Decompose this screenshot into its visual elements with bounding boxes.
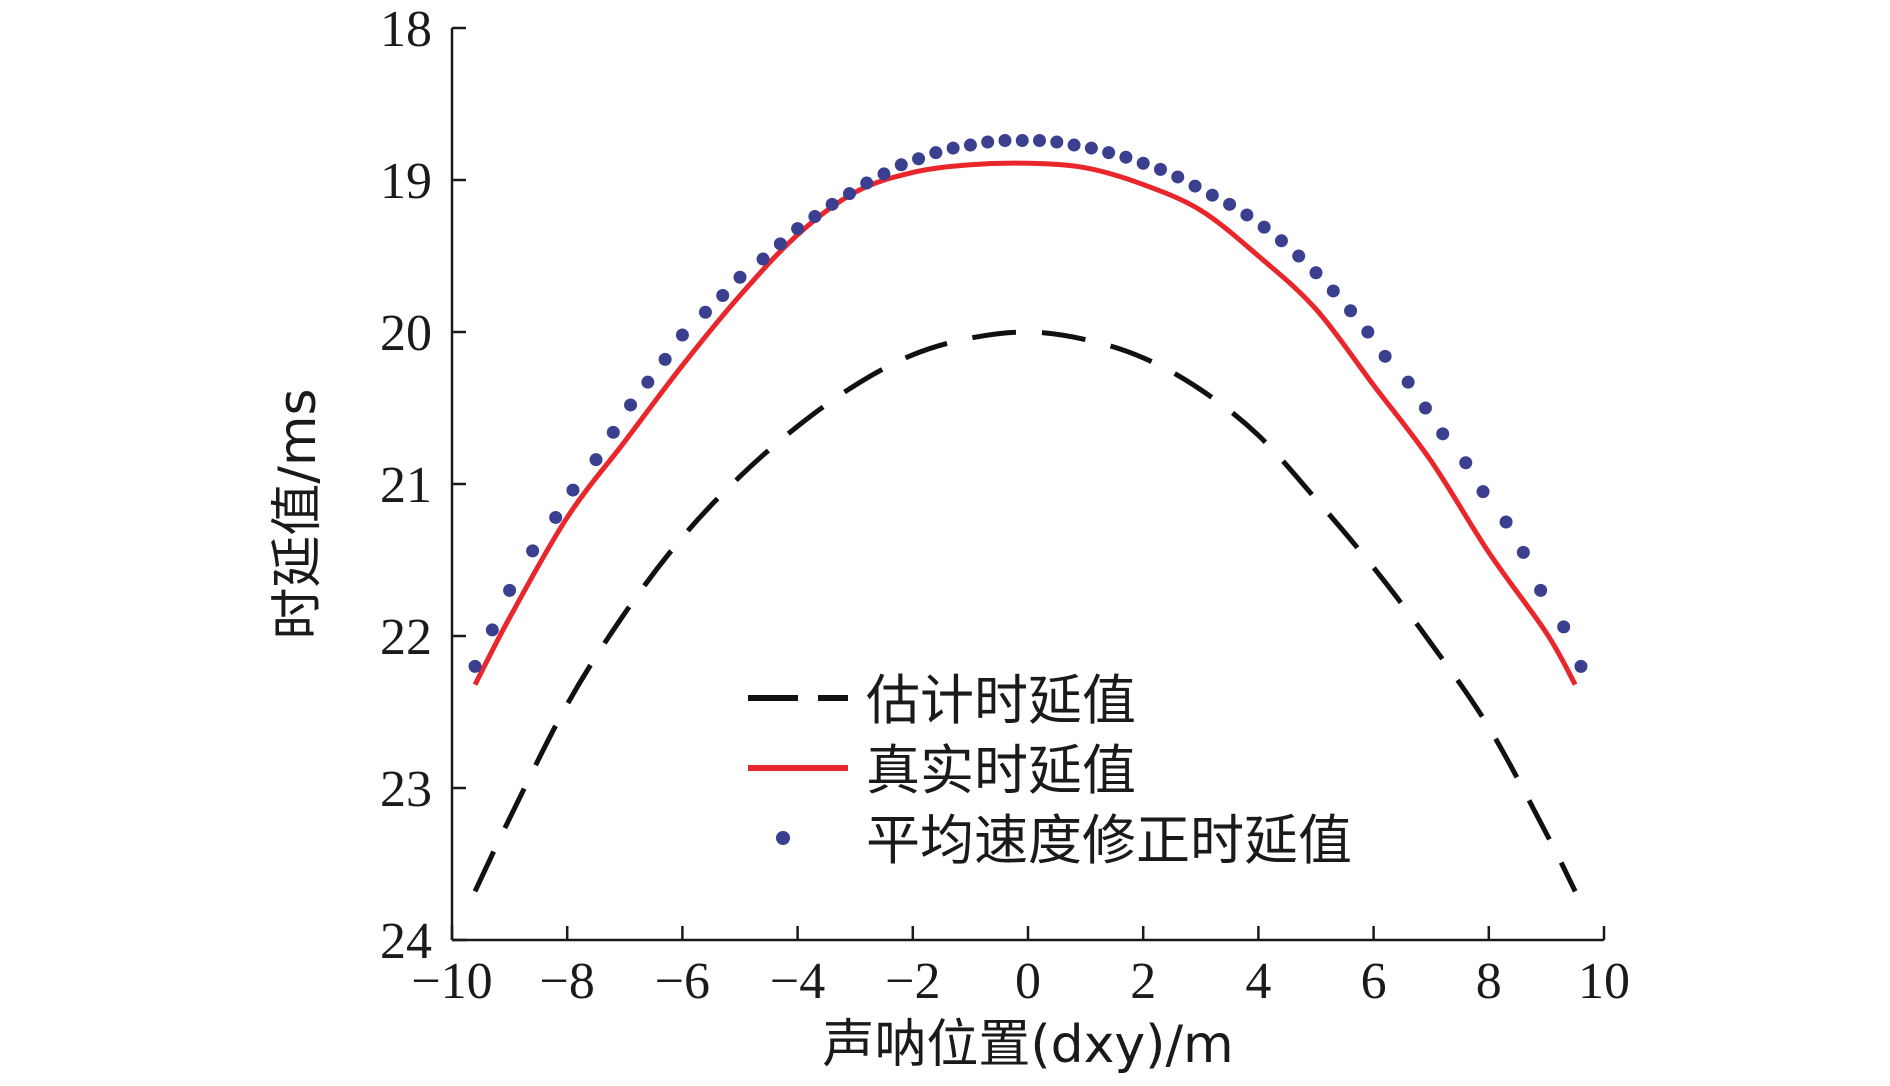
data-point [773, 237, 787, 251]
x-tick-label: 10 [1578, 953, 1630, 1010]
data-point [1309, 266, 1323, 280]
data-point [468, 659, 482, 673]
data-point [912, 152, 926, 166]
data-point [808, 209, 822, 223]
series-2 [472, 160, 1578, 686]
data-point [716, 289, 730, 303]
x-tick-label: −2 [885, 953, 940, 1010]
x-tick-label: 2 [1130, 953, 1156, 1010]
data-point [698, 305, 712, 319]
y-tick-label: 19 [380, 153, 432, 210]
data-point [842, 187, 856, 201]
data-point [1188, 179, 1202, 193]
data-point [1171, 170, 1185, 184]
x-tick-label: 0 [1015, 953, 1041, 1010]
data-point [825, 197, 839, 211]
data-point [946, 141, 960, 155]
data-point [549, 510, 563, 524]
x-tick-label: −4 [770, 953, 825, 1010]
data-point [1205, 188, 1219, 202]
data-point [1223, 197, 1237, 211]
data-point [1153, 162, 1167, 176]
data-point [1326, 284, 1340, 298]
data-point [1119, 150, 1133, 164]
series-1 [472, 329, 1578, 893]
legend-label: 估计时延值 [866, 669, 1136, 732]
data-point [1499, 515, 1513, 529]
y-tick-label: 21 [380, 457, 432, 514]
data-point [1084, 141, 1098, 155]
legend-item: 估计时延值 [748, 669, 1136, 732]
data-point [485, 623, 499, 637]
data-point [1274, 234, 1288, 248]
y-tick-label: 18 [380, 1, 432, 58]
data-point [1240, 208, 1254, 222]
data-point [791, 222, 805, 236]
data-point [981, 135, 995, 149]
data-point [998, 133, 1012, 147]
y-tick-label: 20 [380, 305, 432, 362]
legend-swatch [776, 831, 790, 845]
data-point [1033, 133, 1047, 147]
data-point [1418, 401, 1432, 415]
series-line [472, 329, 1578, 893]
data-point [526, 544, 540, 558]
data-point [1292, 249, 1306, 263]
legend-item: 真实时延值 [748, 739, 1136, 802]
data-point [1102, 146, 1116, 160]
data-point [1067, 138, 1081, 152]
data-point [1516, 545, 1530, 559]
series-3 [468, 133, 1588, 673]
x-tick-label: −8 [540, 953, 595, 1010]
legend-item: 平均速度修正时延值 [776, 809, 1352, 872]
data-point [1534, 583, 1548, 597]
data-point [1436, 427, 1450, 441]
data-point [1050, 135, 1064, 149]
y-tick-label: 24 [380, 913, 432, 970]
x-tick-label: 6 [1361, 953, 1387, 1010]
data-point [503, 583, 517, 597]
x-axis-title: 声呐位置(dxy)/m [822, 1015, 1233, 1075]
data-point [641, 375, 655, 389]
data-point [1476, 485, 1490, 499]
data-point [658, 352, 672, 366]
data-point [1459, 456, 1473, 470]
data-point [1344, 304, 1358, 318]
data-point [877, 167, 891, 181]
data-point [1401, 375, 1415, 389]
data-point [566, 483, 580, 497]
legend-label: 真实时延值 [866, 739, 1136, 802]
data-point [894, 158, 908, 172]
data-point [1361, 325, 1375, 339]
data-point [675, 328, 689, 342]
data-point [1257, 220, 1271, 234]
data-point [1574, 659, 1588, 673]
x-tick-label: 4 [1245, 953, 1271, 1010]
x-tick-label: −10 [411, 953, 492, 1010]
y-tick-label: 23 [380, 761, 432, 818]
data-point [589, 453, 603, 467]
data-point [1378, 349, 1392, 363]
data-point [860, 176, 874, 190]
legend-label: 平均速度修正时延值 [866, 809, 1352, 872]
y-tick-label: 22 [380, 609, 432, 666]
data-point [1015, 133, 1029, 147]
data-point [733, 270, 747, 284]
data-point [624, 398, 638, 412]
data-point [1136, 156, 1150, 170]
data-point [963, 138, 977, 152]
x-tick-label: −6 [655, 953, 710, 1010]
data-point [929, 146, 943, 160]
data-point [756, 252, 770, 266]
data-point [606, 425, 620, 439]
y-axis-title: 时延值/ms [268, 388, 328, 639]
series-layer [468, 133, 1588, 893]
data-point [1557, 620, 1571, 634]
x-tick-label: 8 [1476, 953, 1502, 1010]
series-line [472, 160, 1578, 686]
